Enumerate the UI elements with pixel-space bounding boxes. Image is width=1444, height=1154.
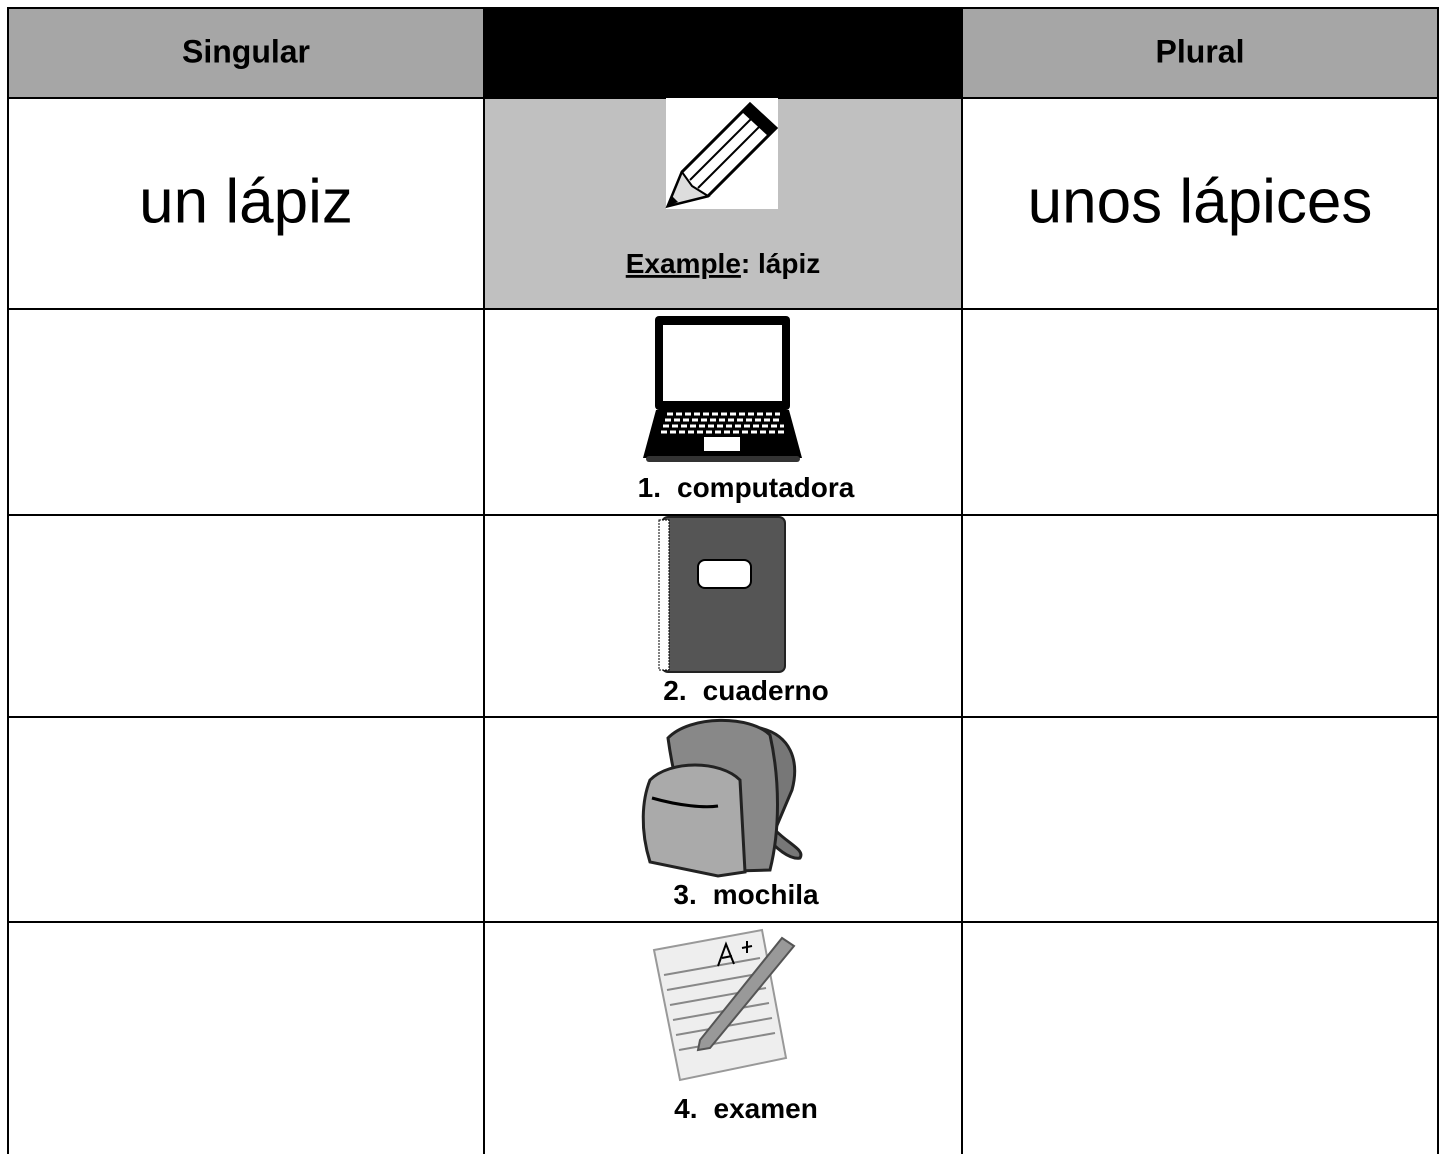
laptop-icon xyxy=(643,316,802,462)
example-singular: un lápiz xyxy=(139,167,353,236)
example-label-word: Example xyxy=(626,248,741,279)
example-label: Example: lápiz xyxy=(626,248,821,279)
cell xyxy=(961,308,1439,516)
header-plural: Plural xyxy=(1156,33,1245,69)
item-label: 2. cuaderno xyxy=(663,675,828,706)
item-number: 3. xyxy=(673,879,696,910)
cell xyxy=(961,514,1439,718)
cell xyxy=(961,921,1439,1154)
cell xyxy=(961,716,1439,923)
item-label: 3. mochila xyxy=(673,879,819,910)
cell xyxy=(7,308,485,516)
item-word: mochila xyxy=(713,879,819,910)
example-plural: unos lápices xyxy=(1028,167,1373,236)
exam-icon xyxy=(652,928,796,1082)
header-cell xyxy=(7,7,485,99)
header-singular: Singular xyxy=(182,33,310,69)
cell xyxy=(7,97,485,310)
header-cell xyxy=(961,7,1439,99)
item-number: 4. xyxy=(674,1093,697,1124)
example-word: : lápiz xyxy=(741,248,820,279)
cell xyxy=(7,716,485,923)
cell xyxy=(7,921,485,1154)
item-word: examen xyxy=(714,1093,818,1124)
item-word: computadora xyxy=(677,472,855,503)
notebook-icon xyxy=(658,516,786,673)
item-number: 1. xyxy=(638,472,661,503)
rows xyxy=(7,308,1439,1154)
cell xyxy=(961,97,1439,310)
header-cell xyxy=(483,7,963,99)
item-label: 4. examen xyxy=(674,1093,818,1124)
item-label: 1. computadora xyxy=(638,472,855,503)
backpack-icon xyxy=(641,718,803,878)
pencil-icon xyxy=(665,98,779,209)
cell xyxy=(7,514,485,718)
item-number: 2. xyxy=(663,675,686,706)
item-word: cuaderno xyxy=(703,675,829,706)
